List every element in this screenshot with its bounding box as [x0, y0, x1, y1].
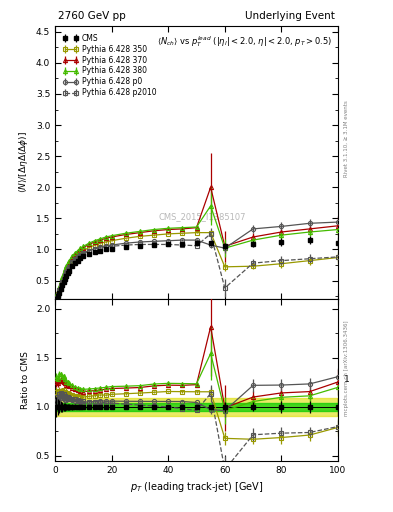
Text: 1: 1	[343, 375, 349, 385]
Text: Rivet 3.1.10, ≥ 3.1M events: Rivet 3.1.10, ≥ 3.1M events	[344, 100, 349, 177]
Text: CMS_2015_I1385107: CMS_2015_I1385107	[158, 212, 246, 222]
Text: Underlying Event: Underlying Event	[245, 11, 335, 22]
Bar	[55, 398, 338, 416]
X-axis label: $p_T$ (leading track-jet) [GeV]: $p_T$ (leading track-jet) [GeV]	[130, 480, 263, 494]
Text: mcplots.cern.ch [arXiv:1306.3436]: mcplots.cern.ch [arXiv:1306.3436]	[344, 321, 349, 416]
Legend: CMS, Pythia 6.428 350, Pythia 6.428 370, Pythia 6.428 380, Pythia 6.428 p0, Pyth: CMS, Pythia 6.428 350, Pythia 6.428 370,…	[62, 32, 158, 99]
Text: 2760 GeV pp: 2760 GeV pp	[58, 11, 126, 22]
Y-axis label: $\langle N\rangle/[\Delta\eta\Delta(\Delta\phi)]$: $\langle N\rangle/[\Delta\eta\Delta(\Del…	[17, 131, 30, 194]
Bar	[55, 403, 338, 411]
Text: $\langle N_{ch}\rangle$ vs $p_T^{lead}$ ($|\eta_l|{<}2.0$, $\eta|{<}2.0$, $p_T{>: $\langle N_{ch}\rangle$ vs $p_T^{lead}$ …	[157, 34, 332, 49]
Y-axis label: Ratio to CMS: Ratio to CMS	[21, 351, 30, 409]
